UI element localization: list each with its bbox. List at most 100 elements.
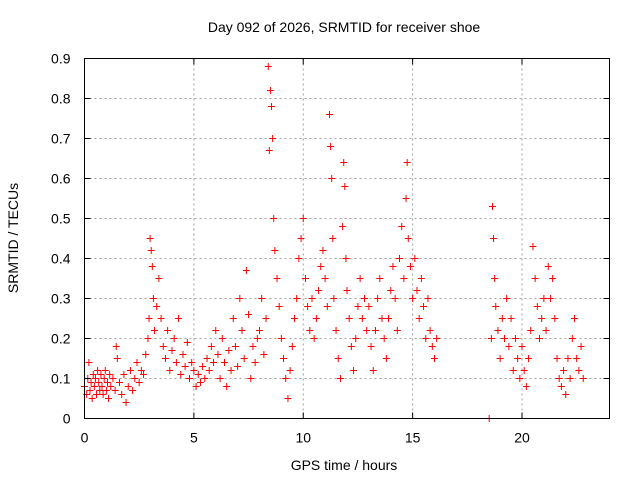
data-point — [538, 315, 546, 322]
data-point — [275, 303, 283, 310]
data-point — [323, 303, 331, 310]
data-point — [90, 383, 98, 390]
x-tick-label: 20 — [514, 430, 530, 446]
y-axis-ticks: 0 0.1 0.2 0.3 0.4 0.5 0.6 0.7 0.8 0.9 — [51, 51, 610, 427]
data-point — [577, 343, 585, 350]
data-point — [376, 275, 384, 282]
data-point — [149, 295, 157, 302]
data-point — [396, 255, 403, 262]
data-point — [573, 355, 581, 362]
y-tick-label: 0.4 — [51, 251, 71, 267]
data-point — [227, 367, 235, 374]
data-point — [247, 375, 255, 382]
data-point — [271, 247, 279, 254]
data-point — [269, 135, 277, 142]
data-point — [122, 399, 130, 406]
gridlines — [84, 58, 610, 419]
y-tick-label: 0.7 — [51, 131, 71, 147]
data-point — [157, 315, 165, 322]
data-point — [148, 263, 156, 270]
data-point — [140, 371, 148, 378]
data-point — [420, 303, 428, 310]
data-point — [340, 159, 348, 166]
data-point — [334, 355, 342, 362]
data-point — [342, 255, 350, 262]
data-point — [161, 355, 169, 362]
data-point — [194, 371, 202, 378]
data-point — [431, 355, 438, 362]
data-point — [291, 315, 298, 322]
data-point — [168, 347, 176, 354]
data-point — [494, 327, 502, 334]
data-point — [100, 375, 108, 382]
data-point — [196, 379, 204, 386]
x-tick-label: 10 — [295, 430, 311, 446]
data-point — [103, 379, 111, 386]
data-point — [516, 375, 524, 382]
data-point — [270, 215, 278, 222]
data-point — [203, 355, 211, 362]
data-point — [400, 275, 408, 282]
data-point — [417, 275, 425, 282]
data-point — [89, 371, 97, 378]
x-tick-label: 5 — [190, 430, 198, 446]
data-point — [95, 379, 103, 386]
data-point — [544, 263, 552, 270]
data-point — [164, 327, 172, 334]
data-point — [293, 295, 301, 302]
data-point — [205, 367, 213, 374]
data-point — [514, 355, 522, 362]
data-point — [177, 371, 185, 378]
data-point — [207, 343, 215, 350]
data-point — [225, 347, 233, 354]
data-point — [251, 359, 259, 366]
data-point — [501, 335, 508, 342]
data-point — [369, 367, 377, 374]
data-point — [135, 379, 143, 386]
data-point — [546, 295, 554, 302]
y-tick-label: 0.2 — [51, 331, 71, 347]
data-point — [361, 295, 368, 302]
plot-frame — [84, 58, 610, 419]
data-point — [240, 355, 248, 362]
y-tick-label: 0.6 — [51, 171, 71, 187]
data-point — [175, 315, 183, 322]
x-tick-label: 0 — [81, 430, 89, 446]
data-point — [505, 343, 513, 350]
data-point — [406, 263, 414, 270]
data-point — [93, 391, 101, 398]
data-point — [179, 351, 187, 358]
data-point — [295, 255, 303, 262]
data-point — [153, 303, 161, 310]
data-point — [315, 287, 323, 294]
data-point — [216, 375, 224, 382]
y-tick-label: 0.9 — [51, 51, 71, 67]
data-point — [533, 303, 541, 310]
data-point — [568, 335, 576, 342]
data-point — [87, 379, 95, 386]
data-point — [385, 315, 393, 322]
data-point — [339, 223, 347, 230]
y-tick-label: 0.5 — [51, 211, 71, 227]
y-tick-label: 0.1 — [51, 371, 71, 387]
data-point — [317, 263, 325, 270]
data-point — [229, 315, 237, 322]
data-point — [343, 287, 351, 294]
data-point — [363, 327, 371, 334]
data-point — [424, 295, 432, 302]
data-point — [522, 383, 530, 390]
data-point — [218, 335, 226, 342]
data-point — [236, 295, 244, 302]
data-point — [101, 367, 109, 374]
data-point — [403, 159, 411, 166]
data-point — [415, 315, 423, 322]
data-point — [409, 295, 417, 302]
data-point — [488, 203, 496, 210]
data-point — [398, 223, 406, 230]
data-point — [491, 275, 499, 282]
data-point — [306, 327, 314, 334]
data-point — [490, 235, 498, 242]
data-point — [166, 367, 174, 374]
data-point — [345, 315, 353, 322]
data-point — [183, 339, 191, 346]
